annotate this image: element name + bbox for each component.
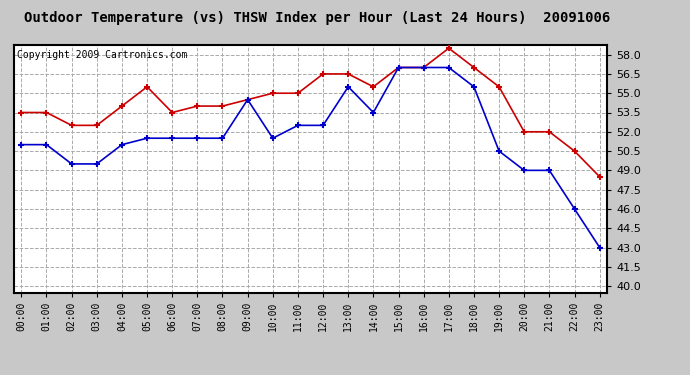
Text: Outdoor Temperature (vs) THSW Index per Hour (Last 24 Hours)  20091006: Outdoor Temperature (vs) THSW Index per … — [24, 11, 611, 25]
Text: Copyright 2009 Cartronics.com: Copyright 2009 Cartronics.com — [17, 50, 187, 60]
